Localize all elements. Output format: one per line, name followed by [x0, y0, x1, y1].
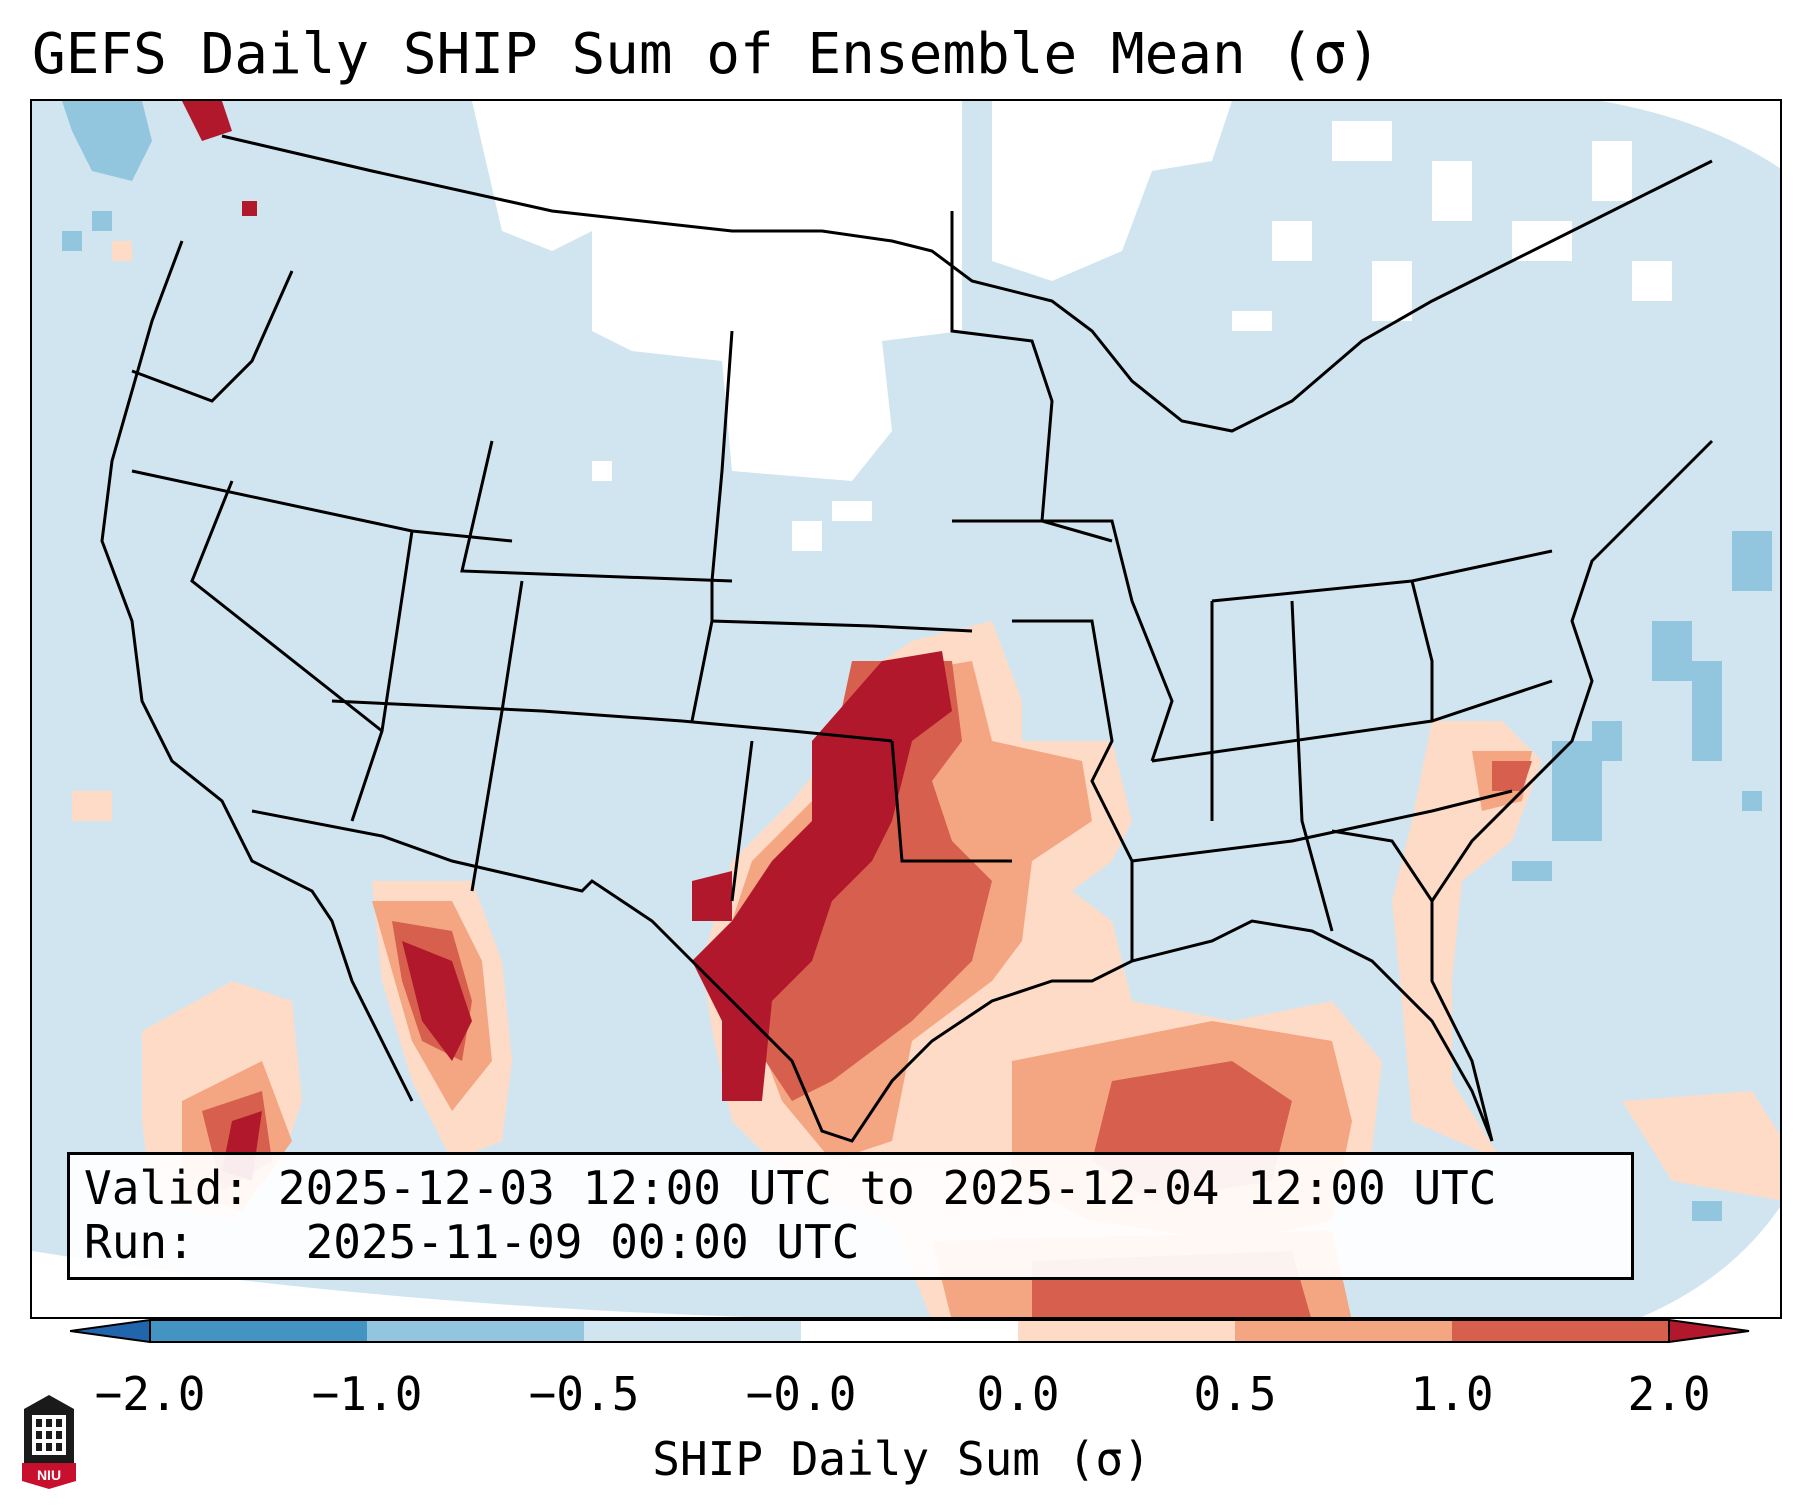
colorbar: [70, 1318, 1750, 1344]
valid-value: 2025-12-03 12:00 UTC to 2025-12-04 12:00…: [277, 1161, 1497, 1215]
map-title: GEFS Daily SHIP Sum of Ensemble Mean (σ): [32, 22, 1381, 87]
colorbar-tick: −2.0: [94, 1367, 206, 1421]
run-value: 2025-11-09 00:00 UTC: [305, 1215, 860, 1269]
svg-text:NIU: NIU: [37, 1467, 61, 1483]
colorbar-tick: 2.0: [1627, 1367, 1711, 1421]
boundary-lines: [100, 134, 1714, 1143]
colorbar-tick: −0.5: [528, 1367, 640, 1421]
colorbar-bin: [1018, 1320, 1235, 1342]
colorbar-tick: −1.0: [311, 1367, 423, 1421]
colorbar-bin: [367, 1320, 584, 1342]
colorbar-extend-high: [1668, 1318, 1750, 1344]
colorbar-tick: −0.0: [745, 1367, 857, 1421]
colorbar-label: SHIP Daily Sum (σ): [652, 1432, 1151, 1486]
colorbar-tick: 0.5: [1193, 1367, 1277, 1421]
near-zero-region: [32, 101, 1780, 1317]
colorbar-bin: [1452, 1320, 1669, 1342]
colorbar-tick: 0.0: [976, 1367, 1060, 1421]
map-canvas: [32, 101, 1780, 1317]
colorbar-bin: [1235, 1320, 1452, 1342]
niu-logo-icon: NIU: [22, 1395, 76, 1489]
colorbar-bin: [584, 1320, 801, 1342]
valid-label: Valid:: [84, 1161, 251, 1215]
run-label: Run:: [84, 1215, 195, 1269]
negative-anomaly-region: [62, 101, 1772, 1221]
positive-anomaly-extreme: [182, 101, 952, 1181]
colorbar-bin: [801, 1320, 1018, 1342]
colorbar-extend-low: [70, 1318, 151, 1344]
valid-run-info: Valid: 2025-12-03 12:00 UTC to 2025-12-0…: [67, 1152, 1634, 1280]
colorbar-tick: 1.0: [1410, 1367, 1494, 1421]
map-panel: [30, 99, 1782, 1319]
colorbar-bin: [150, 1320, 367, 1342]
